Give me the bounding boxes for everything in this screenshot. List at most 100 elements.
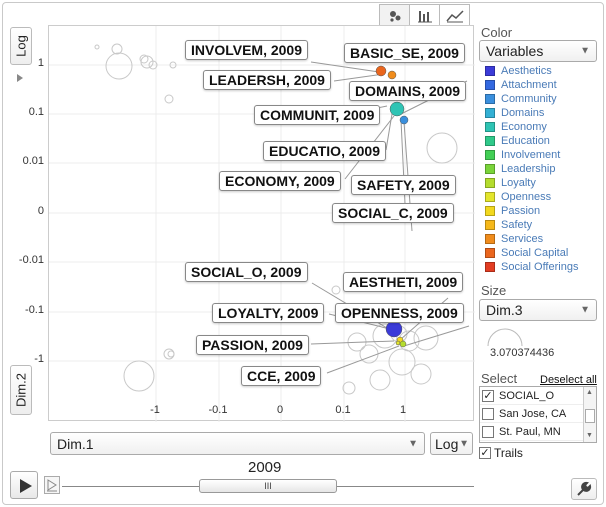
legend-swatch: [485, 248, 495, 258]
legend-item[interactable]: Safety: [485, 218, 578, 232]
bubble-label[interactable]: DOMAINS, 2009: [349, 81, 467, 101]
legend-item[interactable]: Involvement: [485, 148, 578, 162]
legend-label: Openness: [501, 191, 552, 203]
x-variable-label: Dim.1: [57, 436, 94, 452]
legend-label: Community: [501, 93, 557, 105]
legend-swatch: [485, 206, 495, 216]
legend-swatch: [485, 192, 495, 202]
legend-item[interactable]: Services: [485, 232, 578, 246]
deselect-all-link[interactable]: Deselect all: [540, 374, 597, 386]
bubble-label[interactable]: BASIC_SE, 2009: [344, 43, 465, 63]
bubble-label[interactable]: PASSION, 2009: [196, 335, 309, 355]
legend-item[interactable]: Aesthetics: [485, 64, 578, 78]
slider-grip: III: [264, 481, 272, 491]
legend-swatch: [485, 234, 495, 244]
legend-swatch: [485, 136, 495, 146]
legend-swatch: [485, 164, 495, 174]
y-variable-selector[interactable]: Dim.2: [10, 365, 32, 415]
settings-button[interactable]: [571, 478, 597, 500]
list-item[interactable]: San Jose, CA: [480, 405, 596, 423]
legend-item[interactable]: Community: [485, 92, 578, 106]
legend-item[interactable]: Domains: [485, 106, 578, 120]
legend-item[interactable]: Openness: [485, 190, 578, 204]
scroll-up-icon[interactable]: ▲: [586, 389, 593, 396]
legend-label: Social Capital: [501, 247, 569, 259]
legend-label: Economy: [501, 121, 547, 133]
bar-chart-icon: [417, 10, 432, 22]
legend-label: Attachment: [501, 79, 557, 91]
y-tick-label: -1: [34, 353, 44, 365]
x-variable-select[interactable]: Dim.1 ▼: [50, 432, 425, 455]
legend-label: Passion: [501, 205, 541, 217]
size-variable-select[interactable]: Dim.3 ▼: [479, 299, 597, 321]
x-tick-label: 0.1: [335, 404, 351, 416]
legend-label: Social Offerings: [501, 261, 579, 273]
legend-label: Loyalty: [501, 177, 536, 189]
bubble-label[interactable]: SOCIAL_O, 2009: [185, 262, 308, 282]
entity-select-list[interactable]: ✓ SOCIAL_O San Jose, CA St. Paul, MN ▲ ▼: [479, 386, 597, 443]
scroll-thumb[interactable]: [585, 409, 595, 423]
bubble-label[interactable]: OPENNESS, 2009: [335, 303, 464, 323]
trails-checkbox[interactable]: ✓: [479, 447, 491, 459]
bubble-label[interactable]: SOCIAL_C, 2009: [332, 203, 454, 223]
bubble-label[interactable]: CCE, 2009: [241, 366, 322, 386]
plot-area[interactable]: INVOLVEM, 2009 BASIC_SE, 2009 LEADERSH, …: [48, 25, 475, 422]
tab-bar-chart[interactable]: [409, 4, 440, 27]
y-scale-label: Log: [13, 35, 29, 57]
bubble-label[interactable]: SAFETY, 2009: [351, 175, 456, 195]
legend-swatch: [485, 66, 495, 76]
play-button[interactable]: [10, 471, 38, 499]
trails-toggle[interactable]: ✓ Trails: [479, 446, 523, 460]
y-scale-toggle[interactable]: Log: [10, 27, 32, 65]
list-item-label: St. Paul, MN: [499, 425, 561, 438]
y-tick-label: -0.01: [18, 254, 44, 266]
bubble-label[interactable]: INVOLVEM, 2009: [185, 40, 309, 60]
bubble-label[interactable]: LOYALTY, 2009: [212, 303, 325, 323]
chevron-down-icon: ▼: [459, 438, 469, 449]
scroll-down-icon[interactable]: ▼: [586, 432, 593, 439]
checkbox[interactable]: ✓: [482, 389, 494, 402]
legend-item[interactable]: Leadership: [485, 162, 578, 176]
playback-speed-control[interactable]: [44, 476, 60, 494]
legend-item[interactable]: Economy: [485, 120, 578, 134]
list-item[interactable]: ✓ SOCIAL_O: [480, 387, 596, 405]
size-variable-label: Dim.3: [486, 302, 523, 318]
legend-item[interactable]: Attachment: [485, 78, 578, 92]
bubble-label[interactable]: EDUCATIO, 2009: [263, 141, 386, 161]
bubble-label[interactable]: ECONOMY, 2009: [219, 171, 341, 191]
color-heading: Color: [481, 25, 513, 40]
legend-item[interactable]: Social Capital: [485, 246, 578, 260]
checkbox[interactable]: [482, 425, 494, 438]
bubble-label[interactable]: AESTHETI, 2009: [343, 272, 464, 292]
select-heading: Select: [481, 371, 518, 386]
legend-swatch: [485, 262, 495, 272]
time-slider-thumb[interactable]: III: [199, 479, 337, 493]
legend-swatch: [485, 178, 495, 188]
checkbox[interactable]: [482, 407, 494, 420]
legend-item[interactable]: Education: [485, 134, 578, 148]
x-tick-label: -1: [150, 404, 160, 416]
bubble-label[interactable]: COMMUNIT, 2009: [254, 105, 381, 125]
chevron-down-icon: ▼: [580, 304, 590, 316]
legend-label: Services: [501, 233, 544, 245]
x-scale-label: Log: [435, 436, 459, 452]
legend-item[interactable]: Passion: [485, 204, 578, 218]
list-scrollbar[interactable]: ▲ ▼: [583, 387, 596, 442]
color-variable-label: Variables: [486, 43, 544, 59]
legend-swatch: [485, 220, 495, 230]
size-heading: Size: [481, 283, 507, 298]
speed-icon: [47, 479, 57, 492]
color-legend: Aesthetics Attachment Community Domains Econ…: [485, 64, 578, 274]
legend-swatch: [485, 108, 495, 118]
legend-item[interactable]: Loyalty: [485, 176, 578, 190]
legend-item[interactable]: Social Offerings: [485, 260, 578, 274]
tab-line-chart[interactable]: [439, 4, 470, 27]
chart-type-tabs: [379, 4, 470, 27]
legend-swatch: [485, 94, 495, 104]
list-item[interactable]: St. Paul, MN: [480, 423, 596, 441]
bubble-label[interactable]: LEADERSH, 2009: [203, 70, 331, 90]
color-variable-select[interactable]: Variables ▼: [479, 40, 597, 62]
x-scale-select[interactable]: Log ▼: [430, 432, 473, 455]
y-axis-expand-icon[interactable]: [17, 74, 23, 82]
tab-bubble-chart[interactable]: [379, 4, 410, 27]
